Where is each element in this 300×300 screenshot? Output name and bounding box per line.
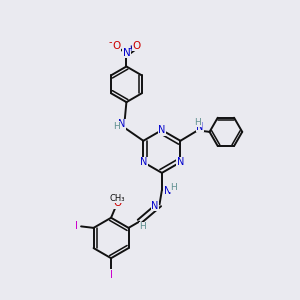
Text: N: N: [177, 157, 184, 167]
Text: O: O: [132, 41, 141, 51]
Text: O: O: [112, 41, 120, 51]
Text: H: H: [112, 122, 119, 131]
Text: N: N: [122, 48, 130, 58]
Text: H: H: [195, 118, 201, 127]
Text: N: N: [158, 125, 166, 135]
Text: CH₃: CH₃: [110, 194, 125, 203]
Text: N: N: [164, 186, 171, 196]
Text: -: -: [108, 38, 112, 47]
Text: N: N: [196, 122, 203, 132]
Text: N: N: [118, 119, 125, 129]
Text: H: H: [170, 183, 177, 192]
Text: I: I: [110, 270, 112, 280]
Text: N: N: [152, 201, 159, 211]
Text: I: I: [75, 221, 78, 231]
Text: O: O: [113, 199, 122, 208]
Text: +: +: [128, 44, 134, 53]
Text: N: N: [140, 157, 147, 167]
Text: H: H: [140, 223, 146, 232]
